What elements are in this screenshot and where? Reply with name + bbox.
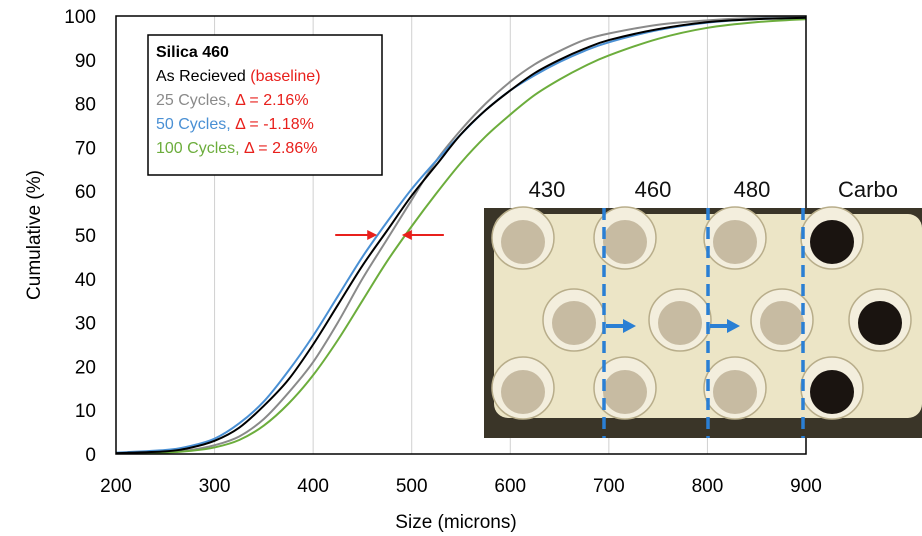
- legend-entry-name: 100 Cycles,: [156, 140, 240, 157]
- x-tick-labels: 200 300 400 500 600 700 800 900: [100, 476, 822, 497]
- sample-cup-content: [658, 301, 702, 345]
- y-tick-label: 100: [64, 7, 96, 28]
- y-tick-labels: 0 10 20 30 40 50 60 70 80 90 100: [64, 7, 96, 466]
- x-tick-label: 300: [199, 476, 231, 497]
- y-tick-label: 30: [75, 314, 96, 335]
- legend-title: Silica 460: [156, 44, 229, 61]
- legend-entry-name: 50 Cycles,: [156, 116, 231, 133]
- y-axis-title: Cumulative (%): [24, 170, 45, 300]
- x-tick-label: 900: [790, 476, 822, 497]
- y-tick-label: 40: [75, 270, 96, 291]
- cup-group-label: 460: [635, 177, 672, 202]
- series-lines: [115, 15, 807, 455]
- series-line-100-cycles: [115, 18, 807, 455]
- x-axis-title: Size (microns): [395, 512, 516, 533]
- y-tick-label: 70: [75, 138, 96, 159]
- legend-entry-suffix: Δ = -1.18%: [231, 116, 314, 133]
- y-tick-label: 90: [75, 51, 96, 72]
- legend-entry-suffix: Δ = 2.16%: [231, 92, 309, 109]
- x-tick-label: 400: [297, 476, 329, 497]
- sample-cup-content: [713, 220, 757, 264]
- x-tick-label: 600: [494, 476, 526, 497]
- legend-entry-suffix: Δ = 2.86%: [240, 140, 318, 157]
- x-tick-label: 500: [396, 476, 428, 497]
- y-tick-label: 50: [75, 226, 96, 247]
- sample-cup-content: [552, 301, 596, 345]
- cup-labels: 430 460 480 Carbo: [529, 177, 898, 202]
- inset-photo: [484, 206, 922, 438]
- cup-group-label: 430: [529, 177, 566, 202]
- y-tick-label: 10: [75, 401, 96, 422]
- sample-cup-content: [713, 370, 757, 414]
- right-arrow-head: [367, 230, 378, 240]
- legend-entry: As Recieved (baseline): [156, 68, 321, 85]
- x-tick-label: 700: [593, 476, 625, 497]
- cup-group-label: Carbo: [838, 177, 898, 202]
- sample-cup-content: [858, 301, 902, 345]
- sample-cup-content: [760, 301, 804, 345]
- sample-cup-content: [810, 370, 854, 414]
- median-arrows: [335, 230, 444, 240]
- y-tick-label: 0: [85, 445, 96, 466]
- legend-entry: 25 Cycles, Δ = 2.16%: [156, 92, 309, 109]
- cup-group-label: 480: [734, 177, 771, 202]
- blue-arrow-head: [623, 319, 636, 333]
- x-tick-label: 800: [692, 476, 724, 497]
- legend-entry-name: As Recieved: [156, 68, 250, 85]
- series-line-50-cycles: [115, 16, 807, 454]
- sample-cup-content: [603, 370, 647, 414]
- left-arrow-head: [401, 230, 412, 240]
- series-line-as-recieved: [115, 16, 807, 455]
- blue-arrow-head: [727, 319, 740, 333]
- x-tick-label: 200: [100, 476, 132, 497]
- sample-cup-content: [810, 220, 854, 264]
- legend: Silica 460 As Recieved (baseline) 25 Cycl…: [147, 34, 383, 176]
- sample-cup-content: [501, 370, 545, 414]
- y-tick-label: 80: [75, 95, 96, 116]
- legend-entry: 50 Cycles, Δ = -1.18%: [156, 116, 314, 133]
- legend-box: [147, 34, 383, 176]
- legend-entries: As Recieved (baseline) 25 Cycles, Δ = 2.1…: [156, 68, 321, 157]
- y-tick-label: 60: [75, 182, 96, 203]
- y-tick-label: 20: [75, 357, 96, 378]
- legend-entry-suffix: (baseline): [250, 68, 320, 85]
- sample-cup-content: [501, 220, 545, 264]
- legend-entry: 100 Cycles, Δ = 2.86%: [156, 140, 317, 157]
- sample-cup-content: [603, 220, 647, 264]
- legend-entry-name: 25 Cycles,: [156, 92, 231, 109]
